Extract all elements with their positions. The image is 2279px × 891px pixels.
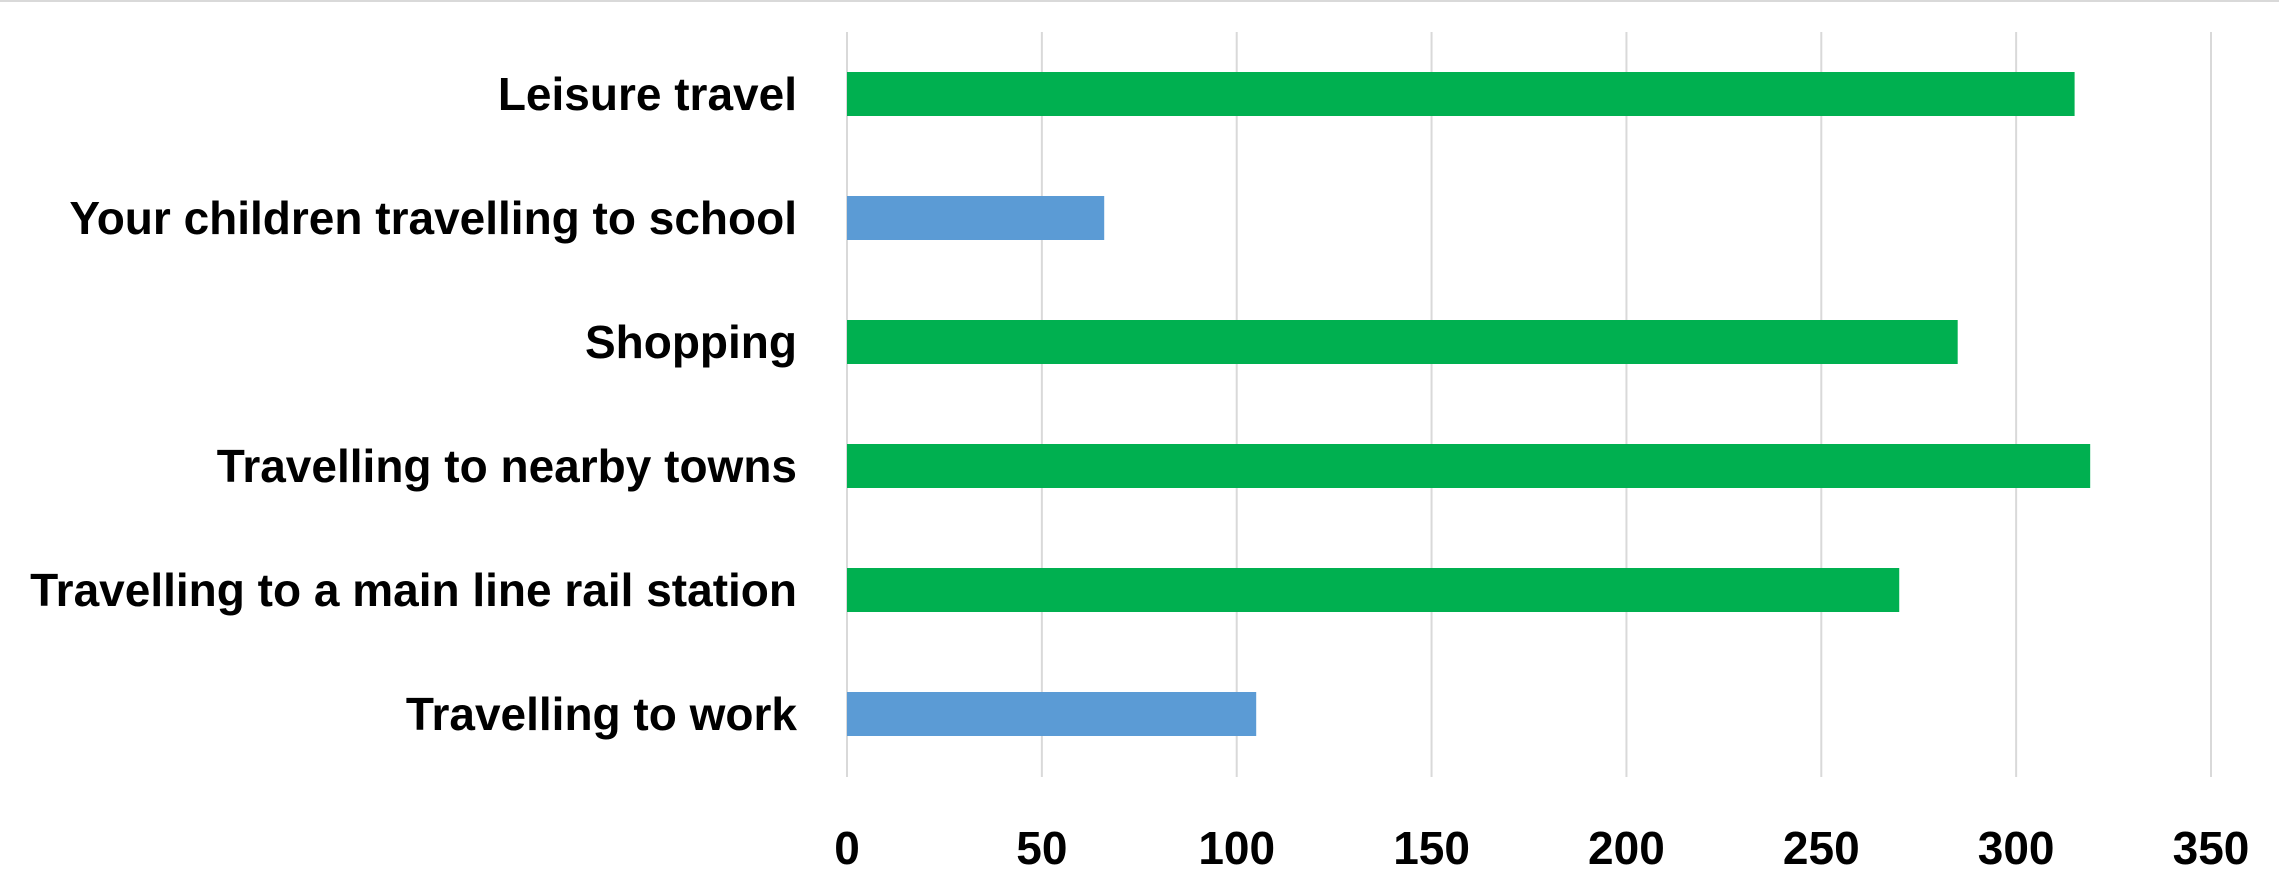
bars xyxy=(847,72,2091,736)
x-tick-label: 0 xyxy=(834,822,860,874)
category-label: Travelling to work xyxy=(406,688,798,740)
gridlines xyxy=(846,32,2212,777)
bar xyxy=(847,444,2091,488)
category-label: Your children travelling to school xyxy=(69,192,797,244)
x-tick-label: 200 xyxy=(1588,822,1665,874)
bar xyxy=(847,568,1900,612)
x-tick-label: 50 xyxy=(1016,822,1067,874)
bar xyxy=(847,320,1958,364)
bar xyxy=(847,72,2075,116)
category-labels: Leisure travel Your children travelling t… xyxy=(30,68,797,740)
x-tick-label: 250 xyxy=(1783,822,1860,874)
x-tick-label: 150 xyxy=(1393,822,1470,874)
x-tick-label: 100 xyxy=(1198,822,1275,874)
category-label: Travelling to a main line rail station xyxy=(30,564,797,616)
x-tick-label: 350 xyxy=(2173,822,2250,874)
x-tick-label: 300 xyxy=(1978,822,2055,874)
x-axis-tick-labels: 0 50 100 150 200 250 300 350 xyxy=(834,822,2249,874)
category-label: Leisure travel xyxy=(498,68,797,120)
category-label: Shopping xyxy=(585,316,797,368)
bar xyxy=(847,692,1257,736)
category-label: Travelling to nearby towns xyxy=(217,440,797,492)
bar xyxy=(847,196,1105,240)
